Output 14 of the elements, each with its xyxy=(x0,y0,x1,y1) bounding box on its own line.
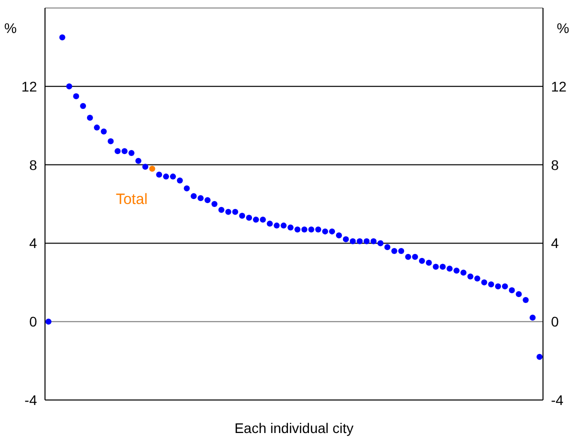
y2-tick-label: 0 xyxy=(551,314,559,330)
series-label: Total xyxy=(116,191,148,208)
y-tick-label: 12 xyxy=(21,78,38,94)
y-axis-title: % xyxy=(4,20,17,36)
y-tick-label: 0 xyxy=(29,314,38,330)
y2-tick-label: 4 xyxy=(551,235,559,252)
y2-tick-label: 8 xyxy=(551,156,559,173)
y-tick-label: 4 xyxy=(29,235,38,252)
y-tick-label: 8 xyxy=(29,156,38,173)
y2-tick-label: 12 xyxy=(551,78,567,94)
x-axis-title: Each individual city xyxy=(234,420,354,436)
y2-axis-title: % xyxy=(556,20,570,36)
y-tick-label: -4 xyxy=(24,392,38,408)
y2-tick-label: -4 xyxy=(551,392,564,408)
